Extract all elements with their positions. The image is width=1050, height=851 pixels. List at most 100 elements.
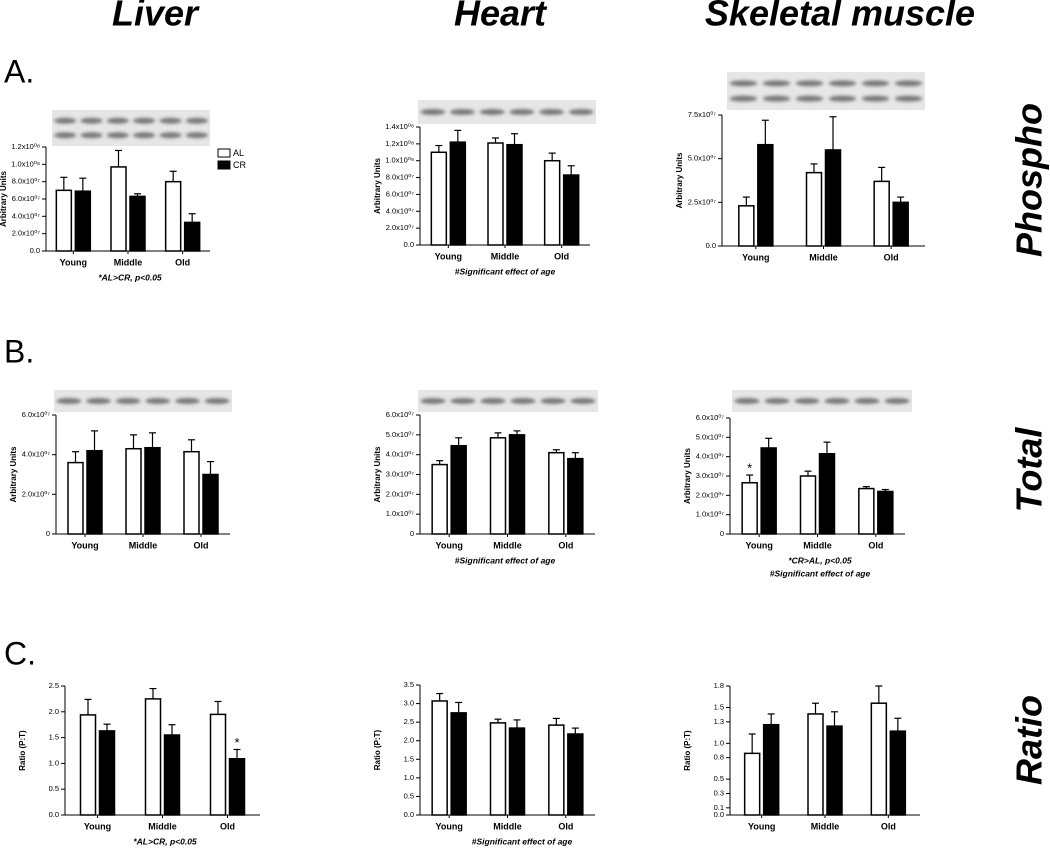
- y-tick-label: 0.0: [404, 240, 414, 249]
- note: #Significant effect of age: [455, 266, 556, 276]
- column-header: Heart: [454, 0, 548, 34]
- y-tick-label: 3.0x10⁰⁷: [696, 471, 725, 480]
- y-tick-label: 6.0x10⁰⁷: [386, 189, 415, 198]
- blot-background: [54, 390, 232, 412]
- y-tick-label: 0.5: [714, 774, 724, 783]
- side-label: Phospho: [1009, 103, 1050, 257]
- row-label: B.: [4, 333, 34, 369]
- y-tick-label: 2.5: [49, 681, 59, 690]
- y-tick-label: 6.0x10⁰⁷: [12, 194, 41, 203]
- y-tick-label: 1.0: [49, 758, 59, 767]
- y-tick-label: 2.0x10⁰⁷: [22, 489, 51, 498]
- y-axis-label: Ratio (P:T): [373, 729, 382, 770]
- y-tick-label: 1.5: [714, 702, 724, 711]
- bar: [450, 444, 467, 535]
- y-tick-label: 2.5: [404, 717, 414, 726]
- blot-band: [185, 132, 208, 139]
- legend-label: AL: [233, 148, 244, 158]
- bar: [450, 712, 467, 816]
- y-axis-label: Ratio (P:T): [18, 730, 27, 771]
- blot-band: [86, 398, 111, 404]
- blot-band: [795, 80, 824, 87]
- note: *AL>CR, p<0.05: [133, 836, 197, 846]
- bar: [760, 447, 777, 535]
- y-tick-label: 3.5: [404, 680, 414, 689]
- bar: [164, 180, 182, 252]
- side-label: Total: [1009, 427, 1050, 513]
- y-tick-label: 3.0: [404, 699, 414, 708]
- y-tick-label: 4.0x10⁰⁷: [386, 450, 415, 459]
- x-tick-label: Middle: [493, 540, 522, 550]
- blot-band: [540, 398, 566, 404]
- y-axis-label: Arbitrary Units: [0, 170, 8, 227]
- blot-band: [479, 109, 505, 115]
- x-tick-label: Old: [194, 540, 209, 550]
- y-axis-label: Arbitrary Units: [373, 157, 382, 214]
- bar: [430, 151, 448, 246]
- blot-band: [795, 95, 824, 102]
- bar: [757, 143, 774, 247]
- bar: [799, 475, 817, 535]
- y-tick-label: 6.0x10⁰⁷: [22, 410, 51, 419]
- blot-band: [729, 80, 758, 87]
- blot-band: [54, 117, 77, 124]
- blot-background: [418, 390, 598, 412]
- blot-band: [764, 398, 790, 404]
- y-tick-label: 0.0: [49, 810, 59, 819]
- blot-band: [884, 398, 910, 404]
- blot-band: [420, 398, 446, 404]
- bar: [892, 201, 909, 247]
- x-tick-label: Old: [868, 540, 883, 550]
- x-tick-label: Old: [881, 821, 896, 831]
- blot-band: [509, 109, 535, 115]
- bar: [74, 190, 92, 252]
- blot-band: [159, 117, 182, 124]
- y-tick-label: 2.0: [404, 736, 414, 745]
- y-tick-label: 0.0: [30, 246, 40, 255]
- y-tick-label: 0.3: [714, 788, 724, 797]
- blot-band: [106, 132, 129, 139]
- bar: [79, 714, 97, 816]
- blot-band: [854, 398, 880, 404]
- x-tick-label: Old: [884, 252, 899, 262]
- bar: [487, 142, 504, 246]
- note: #Significant effect of age: [472, 836, 573, 846]
- blot-band: [450, 109, 475, 115]
- y-axis-label: Arbitrary Units: [683, 447, 692, 504]
- x-tick-label: Middle: [803, 540, 832, 550]
- y-tick-label: 0: [410, 529, 414, 538]
- blot-band: [510, 398, 536, 404]
- blot-band: [106, 117, 129, 124]
- x-tick-label: Middle: [114, 257, 143, 267]
- y-tick-label: 2.0: [49, 707, 59, 716]
- bar: [548, 724, 565, 816]
- blot-band: [762, 80, 791, 87]
- blot-band: [204, 398, 230, 404]
- bar: [818, 453, 836, 535]
- bar: [431, 700, 448, 816]
- x-tick-label: Young: [436, 821, 463, 831]
- blot-band: [794, 398, 820, 404]
- x-tick-label: Middle: [148, 821, 177, 831]
- bar: [738, 205, 755, 247]
- annotation: *: [747, 460, 752, 475]
- blot-band: [729, 95, 758, 102]
- blot-band: [828, 80, 857, 87]
- y-tick-label: 5.0x10⁰⁷: [386, 430, 415, 439]
- bar: [826, 725, 843, 816]
- bar: [228, 758, 246, 816]
- bar: [741, 482, 758, 535]
- y-tick-label: 0.0: [404, 810, 414, 819]
- note: *CR>AL, p<0.05: [788, 555, 852, 565]
- x-tick-label: Young: [71, 540, 98, 550]
- y-tick-label: 1.5: [404, 754, 414, 763]
- bar: [67, 461, 84, 535]
- blot-band: [80, 117, 103, 124]
- bar: [129, 195, 146, 252]
- bar: [489, 437, 507, 535]
- y-tick-label: 8.0x10⁰⁷: [12, 177, 41, 186]
- bar: [125, 447, 142, 535]
- bar: [543, 159, 561, 246]
- x-tick-label: Middle: [493, 821, 522, 831]
- y-tick-label: 4.0x10⁰⁷: [696, 452, 725, 461]
